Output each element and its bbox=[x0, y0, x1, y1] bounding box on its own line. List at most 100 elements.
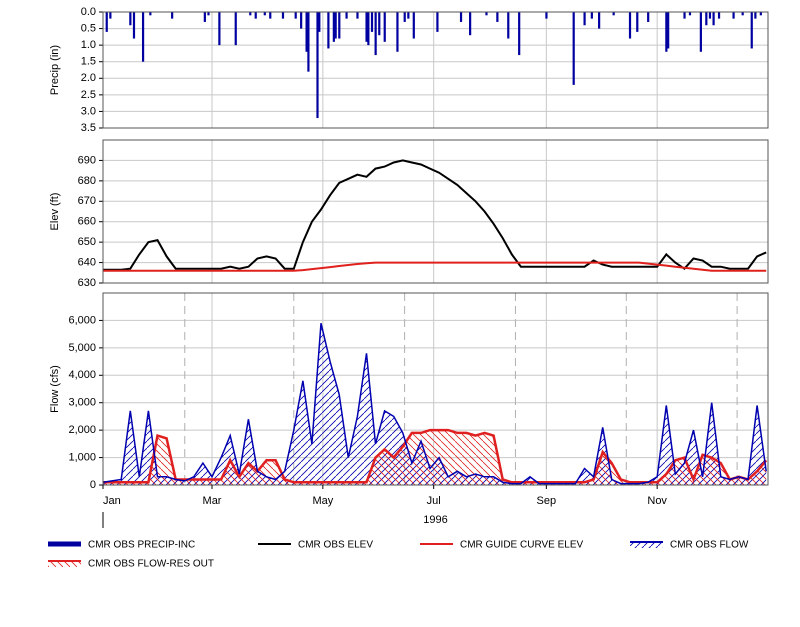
bar bbox=[665, 12, 668, 52]
bar bbox=[281, 12, 285, 19]
bar bbox=[307, 12, 310, 72]
bar bbox=[612, 12, 615, 16]
legend-label: CMR GUIDE CURVE ELEV bbox=[460, 540, 584, 551]
bar bbox=[203, 12, 206, 22]
y-tick-label: 4,000 bbox=[68, 369, 96, 381]
bar bbox=[218, 12, 221, 46]
x-tick-label: Nov bbox=[647, 495, 667, 507]
bar bbox=[507, 12, 510, 39]
bar bbox=[300, 12, 303, 29]
y-tick-label: 0.0 bbox=[81, 6, 96, 18]
bar bbox=[332, 12, 335, 42]
bar bbox=[105, 12, 108, 32]
bar bbox=[759, 12, 762, 16]
bar bbox=[338, 12, 341, 39]
y-tick-label: 6,000 bbox=[68, 314, 96, 326]
legend-swatch bbox=[48, 561, 81, 567]
legend-label: CMR OBS ELEV bbox=[298, 540, 373, 551]
y-tick-label: 5,000 bbox=[68, 342, 96, 354]
bar bbox=[374, 12, 377, 56]
bar bbox=[647, 12, 650, 22]
y-tick-label: 0 bbox=[90, 479, 96, 491]
bar bbox=[699, 12, 702, 52]
bar bbox=[518, 12, 521, 56]
bar bbox=[132, 12, 136, 39]
y-axis-label: Precip (in) bbox=[49, 45, 61, 95]
bar bbox=[436, 12, 439, 32]
bar bbox=[378, 12, 381, 36]
bar bbox=[327, 12, 330, 49]
plot-frame bbox=[102, 292, 769, 486]
plot-frame bbox=[102, 139, 769, 284]
legend-label: CMR OBS FLOW-RES OUT bbox=[88, 559, 214, 570]
bar bbox=[545, 12, 548, 19]
bar bbox=[365, 12, 368, 42]
y-tick-label: 650 bbox=[78, 236, 96, 248]
y-tick-label: 640 bbox=[78, 256, 96, 268]
bar bbox=[683, 12, 686, 19]
y-tick-label: 1,000 bbox=[68, 451, 96, 463]
bar bbox=[667, 12, 670, 49]
x-tick-label: Mar bbox=[203, 495, 222, 507]
line bbox=[103, 261, 767, 272]
bar bbox=[628, 12, 632, 39]
bar bbox=[370, 12, 374, 32]
bar bbox=[741, 12, 744, 16]
bar bbox=[305, 12, 308, 52]
y-tick-label: 2,000 bbox=[68, 424, 96, 436]
bar bbox=[269, 12, 272, 19]
bar bbox=[412, 12, 415, 39]
y-tick-label: 690 bbox=[78, 154, 96, 166]
y-axis-label: Flow (cfs) bbox=[49, 365, 61, 413]
bar bbox=[598, 12, 601, 29]
bar bbox=[129, 12, 132, 26]
bar bbox=[109, 12, 112, 19]
bar bbox=[459, 12, 463, 22]
bar bbox=[754, 12, 757, 19]
bar bbox=[403, 12, 406, 22]
bar bbox=[732, 12, 735, 19]
y-axis-label: Elev (ft) bbox=[49, 193, 61, 231]
y-tick-label: 660 bbox=[78, 216, 96, 228]
y-tick-label: 3.0 bbox=[81, 105, 96, 117]
bar bbox=[750, 12, 753, 49]
x-tick-label: May bbox=[312, 495, 333, 507]
bar bbox=[294, 12, 297, 19]
bar bbox=[407, 12, 410, 19]
y-tick-label: 680 bbox=[78, 175, 96, 187]
bar bbox=[383, 12, 386, 42]
legend-label: CMR OBS PRECIP-INC bbox=[88, 540, 195, 551]
area-fill bbox=[103, 323, 767, 485]
bar bbox=[207, 12, 210, 16]
y-tick-label: 3,000 bbox=[68, 397, 96, 409]
y-tick-label: 2.5 bbox=[81, 89, 96, 101]
y-tick-label: 2.0 bbox=[81, 72, 96, 84]
bar bbox=[316, 12, 319, 119]
bar bbox=[590, 12, 593, 19]
x-axis-label: 1996 bbox=[423, 514, 447, 526]
bar bbox=[708, 12, 712, 19]
x-tick-label: Sep bbox=[537, 495, 557, 507]
bar bbox=[334, 12, 337, 39]
bar bbox=[688, 12, 692, 16]
area-line bbox=[102, 323, 767, 485]
legend-label: CMR OBS FLOW bbox=[670, 540, 749, 551]
bar bbox=[318, 12, 321, 32]
bar bbox=[572, 12, 575, 85]
y-tick-label: 1.0 bbox=[81, 39, 96, 51]
y-tick-label: 3.5 bbox=[81, 122, 96, 134]
area-line bbox=[103, 428, 768, 484]
bar bbox=[583, 12, 586, 26]
x-tick-label: Jan bbox=[103, 495, 121, 507]
bar bbox=[171, 12, 174, 19]
bar bbox=[636, 12, 639, 32]
bar bbox=[712, 12, 715, 26]
bar bbox=[717, 12, 721, 19]
bar bbox=[149, 12, 152, 16]
y-tick-label: 1.5 bbox=[81, 56, 96, 68]
x-tick-label: Jul bbox=[427, 495, 441, 507]
bar bbox=[141, 12, 145, 62]
bar bbox=[263, 12, 266, 16]
